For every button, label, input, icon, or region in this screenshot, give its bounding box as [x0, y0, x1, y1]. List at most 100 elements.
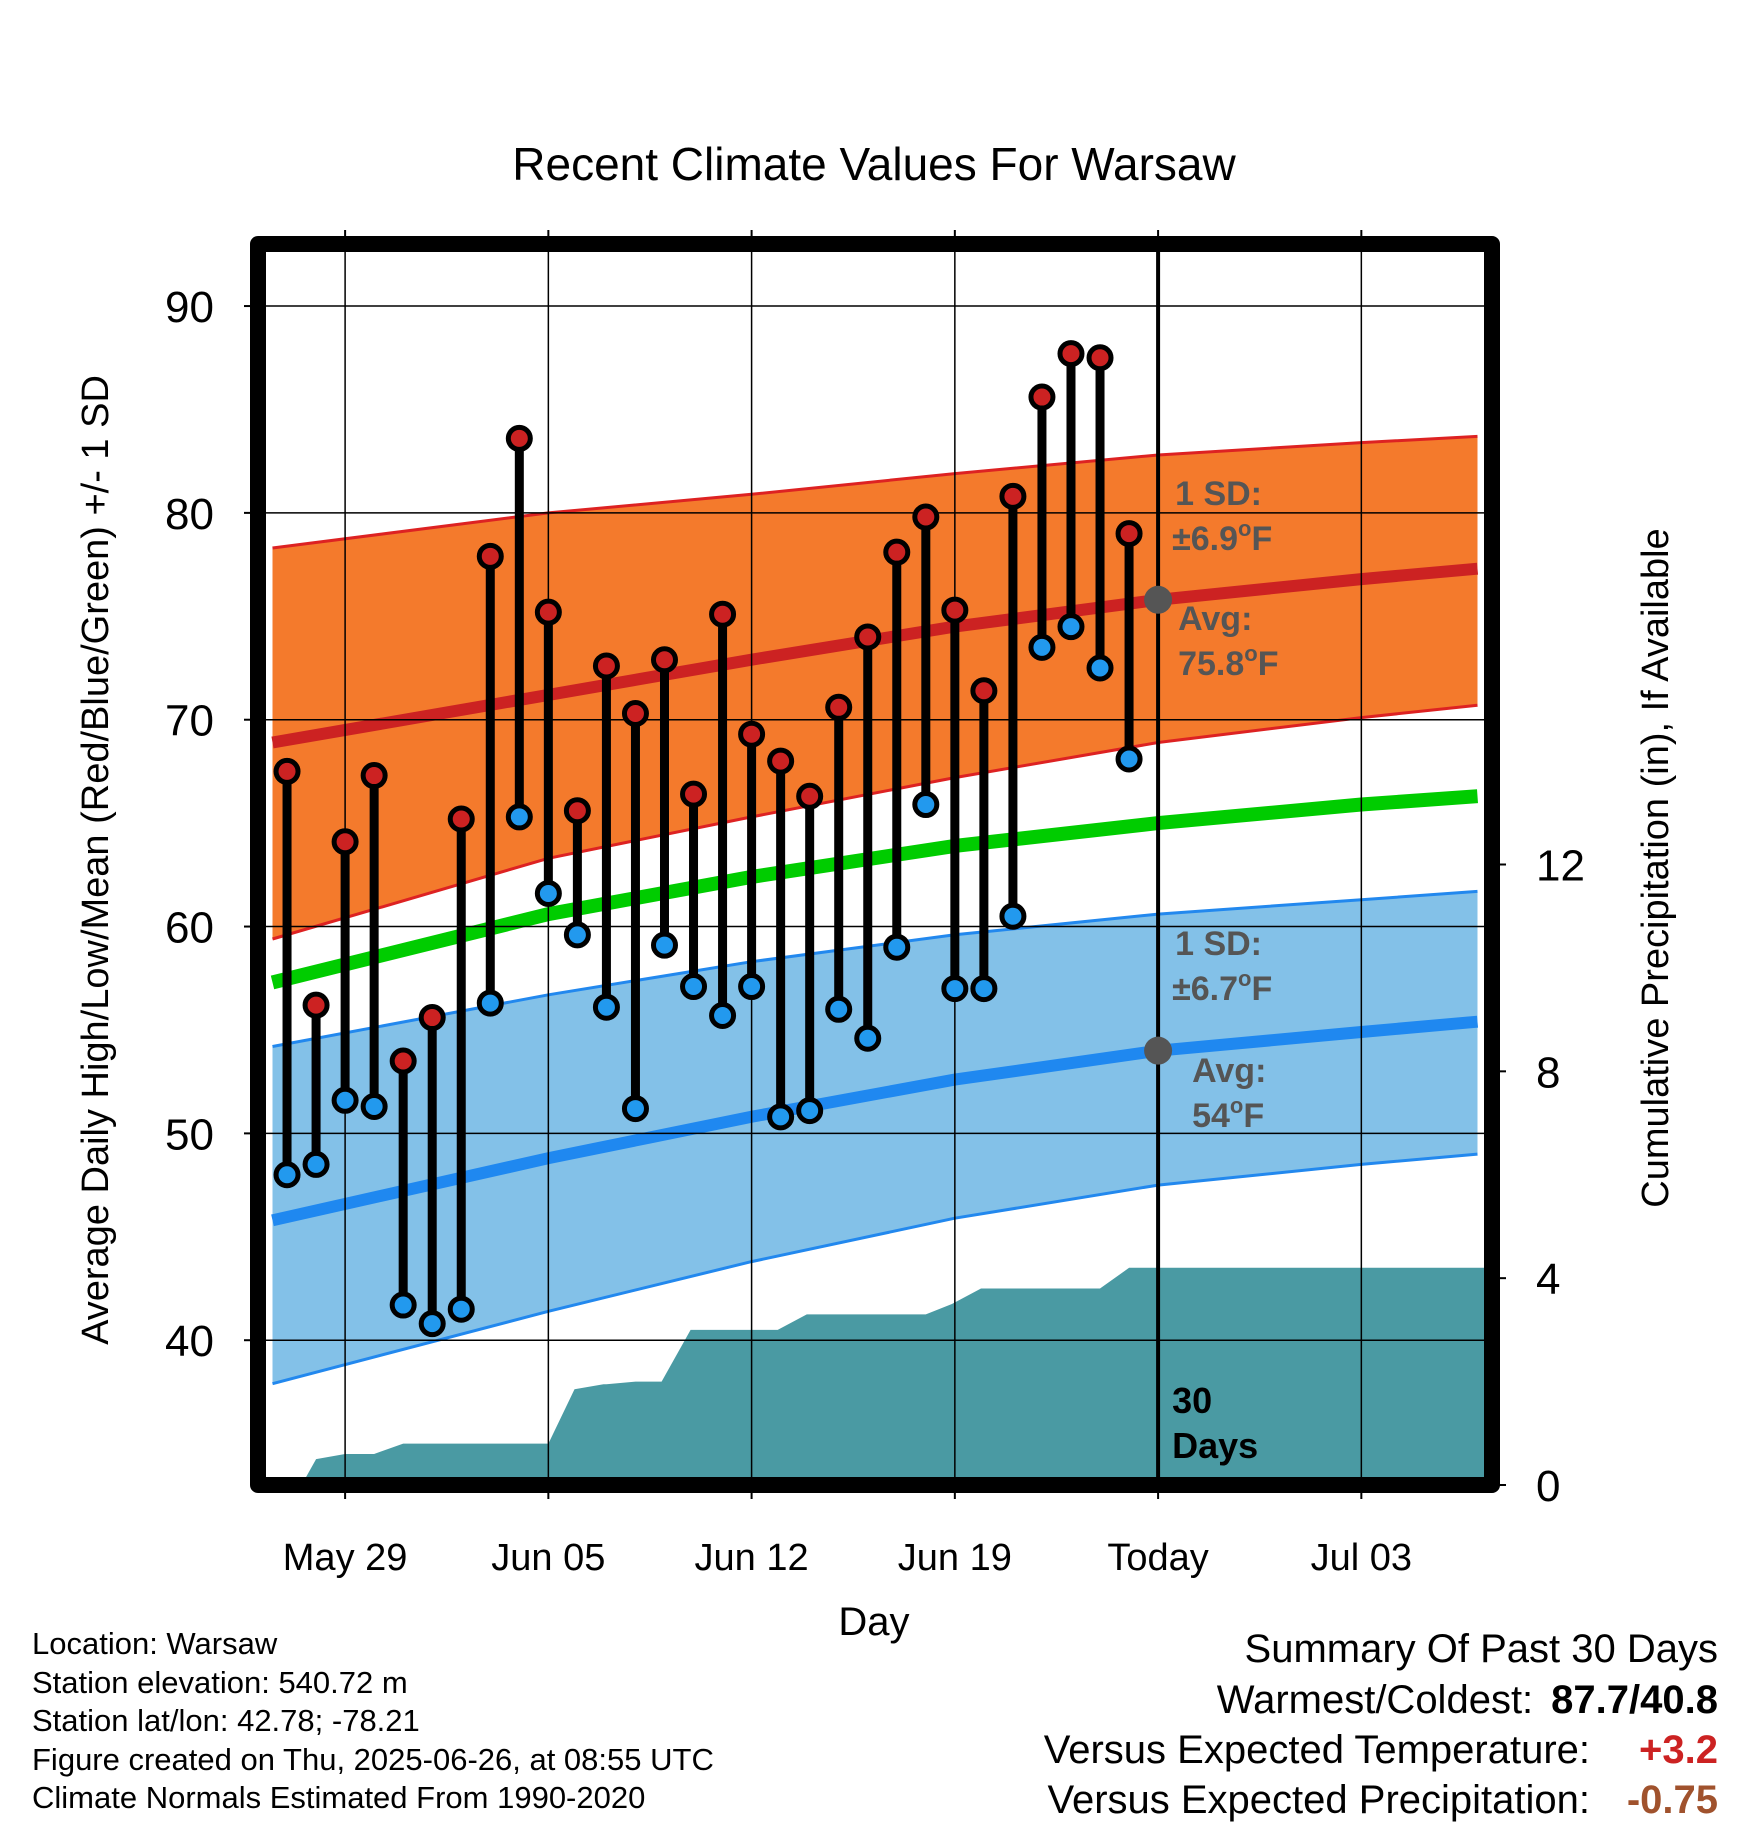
y2-tick-label: 0	[1536, 1462, 1560, 1511]
x-tick-label: Jun 19	[898, 1537, 1012, 1579]
x-tick-label: Jul 03	[1311, 1537, 1412, 1579]
created-text: Figure created on Thu, 2025-06-26, at 08…	[32, 1741, 714, 1777]
low-sd-value-unit: F	[1251, 970, 1272, 1008]
high-avg-label-value: Avg:	[1178, 600, 1252, 638]
high-point	[476, 542, 504, 570]
y-axis-label: Average Daily High/Low/Mean (Red/Blue/Gr…	[75, 375, 117, 1345]
high-point	[709, 600, 737, 628]
high-point	[1115, 520, 1143, 548]
temp-anomaly-row: Versus Expected Temperature: +3.2	[1044, 1725, 1718, 1775]
low-sd-label: 1 SD:	[1175, 925, 1262, 963]
low-avg-value-value: 54	[1192, 1097, 1230, 1135]
high-point	[912, 503, 940, 531]
x-tick-label: Today	[1107, 1537, 1208, 1579]
temp-anomaly-label: Versus Expected Temperature:	[1043, 1728, 1590, 1772]
high-point	[680, 780, 708, 808]
high-point	[302, 991, 330, 1019]
days-count-label: 30	[1172, 1380, 1212, 1421]
low-point	[592, 993, 620, 1021]
x-tick-label: Jun 05	[491, 1537, 605, 1579]
high-avg-value-degree: o	[1244, 641, 1257, 666]
low-point	[970, 975, 998, 1003]
low-point	[650, 931, 678, 959]
low-point	[999, 902, 1027, 930]
high-point	[999, 482, 1027, 510]
latlon-text: Station lat/lon: 42.78; -78.21	[32, 1703, 420, 1738]
high-point	[534, 598, 562, 626]
high-avg-value-value: 75.8	[1178, 645, 1244, 683]
plot-frame	[250, 236, 1500, 1493]
high-point	[1086, 344, 1114, 372]
low-point	[709, 1001, 737, 1029]
high-sd-value-unit: F	[1251, 520, 1272, 558]
precip-anomaly-row: Versus Expected Precipitation: -0.75	[1044, 1775, 1718, 1825]
low-point	[302, 1150, 330, 1178]
high-point	[360, 762, 388, 790]
y-tick-label: 50	[165, 1110, 214, 1159]
high-point	[592, 652, 620, 680]
high-point	[883, 538, 911, 566]
low-point	[680, 973, 708, 1001]
low-point	[767, 1103, 795, 1131]
high-avg-label: Avg:	[1178, 600, 1252, 638]
high-point	[825, 693, 853, 721]
low-point	[534, 879, 562, 907]
high-point	[505, 424, 533, 452]
low-point	[796, 1097, 824, 1125]
low-avg-value-degree: o	[1230, 1093, 1243, 1118]
high-avg-value-unit: F	[1258, 645, 1279, 683]
warmest-coldest-label: Warmest/Coldest:	[1216, 1678, 1534, 1722]
y2-tick-label: 8	[1536, 1048, 1560, 1097]
low-avg-value-unit: F	[1243, 1097, 1264, 1135]
low-sd-label-value: 1 SD:	[1175, 925, 1262, 963]
high-sd-label: 1 SD:	[1175, 475, 1262, 513]
low-avg-label-value: Avg:	[1192, 1052, 1266, 1090]
high-point	[738, 720, 766, 748]
high-point	[970, 677, 998, 705]
today-high-avg-marker	[1144, 585, 1173, 614]
low-point	[738, 973, 766, 1001]
high-point	[796, 782, 824, 810]
high-sd-label-value: 1 SD:	[1175, 475, 1262, 513]
x-tick-label: Jun 12	[695, 1537, 809, 1579]
precip-anomaly-label: Versus Expected Precipitation:	[1047, 1778, 1590, 1822]
high-point	[854, 623, 882, 651]
temp-anomaly-value: +3.2	[1639, 1728, 1718, 1772]
low-point	[563, 921, 591, 949]
low-sd-value-degree: o	[1238, 966, 1251, 991]
low-point	[389, 1291, 417, 1319]
high-point	[1028, 383, 1056, 411]
y-tick-label: 80	[165, 490, 214, 539]
warmest-coldest-row: Warmest/Coldest: 87.7/40.8	[1044, 1675, 1718, 1725]
summary-title: Summary Of Past 30 Days	[1244, 1627, 1718, 1671]
high-point	[767, 747, 795, 775]
low-point	[912, 791, 940, 819]
low-point	[941, 975, 969, 1003]
days-count-label: Days	[1172, 1425, 1258, 1466]
y2-axis-label: Cumulative Precipitation (in), If Availa…	[1635, 528, 1677, 1207]
location-text: Location: Warsaw	[32, 1626, 278, 1661]
low-point	[1057, 613, 1085, 641]
y-tick-label: 90	[165, 283, 214, 332]
low-point	[505, 803, 533, 831]
high-point	[389, 1047, 417, 1075]
y-tick-label: 60	[165, 904, 214, 953]
low-sd-value: ±6.7oF	[1172, 966, 1272, 1008]
low-point	[854, 1024, 882, 1052]
low-point	[1086, 654, 1114, 682]
low-point	[1028, 633, 1056, 661]
high-avg-value: 75.8oF	[1178, 641, 1278, 683]
high-point	[941, 596, 969, 624]
low-point	[273, 1161, 301, 1189]
low-sd-value-value: ±6.7	[1172, 970, 1238, 1008]
low-avg-value: 54oF	[1192, 1093, 1264, 1135]
low-point	[476, 989, 504, 1017]
y-tick-label: 40	[165, 1317, 214, 1366]
chart-title: Recent Climate Values For Warsaw	[512, 138, 1236, 190]
low-point	[825, 995, 853, 1023]
y2-tick-label: 4	[1536, 1255, 1560, 1304]
warmest-coldest-value: 87.7/40.8	[1551, 1678, 1718, 1722]
low-point	[331, 1086, 359, 1114]
high-point	[650, 646, 678, 674]
